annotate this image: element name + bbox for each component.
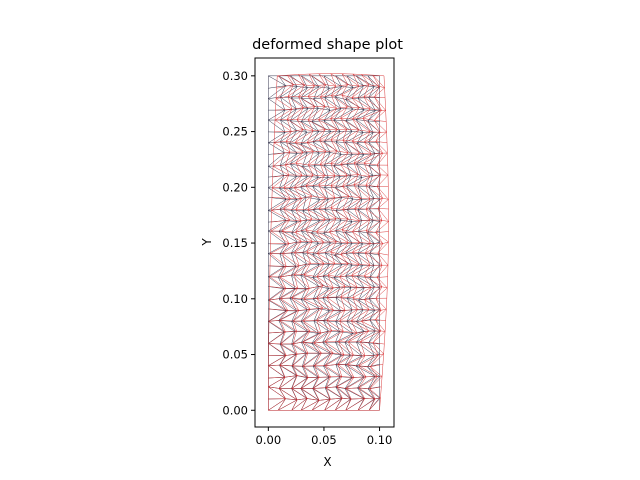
deformed-mesh — [268, 73, 389, 411]
y-tick-label: 0.10 — [222, 292, 248, 306]
y-tick-label: 0.30 — [222, 69, 248, 83]
axes-frame — [254, 57, 395, 428]
y-axis-label: Y — [200, 238, 214, 247]
mesh-layer — [268, 73, 389, 411]
y-tick-label: 0.15 — [222, 236, 248, 250]
y-axis-ticks: 0.00 0.05 0.10 0.15 0.20 0.25 0.30 — [222, 69, 255, 417]
y-tick-label: 0.25 — [222, 125, 248, 139]
y-tick-label: 0.05 — [222, 348, 248, 362]
x-tick-label: 0.00 — [256, 433, 282, 447]
chart-title: deformed shape plot — [252, 37, 403, 53]
x-tick-label: 0.05 — [311, 433, 337, 447]
y-tick-label: 0.00 — [222, 403, 248, 417]
x-axis-ticks: 0.00 0.05 0.10 — [256, 427, 393, 447]
x-axis-label: X — [323, 455, 331, 469]
x-tick-label: 0.10 — [367, 433, 393, 447]
y-tick-label: 0.20 — [222, 180, 248, 194]
